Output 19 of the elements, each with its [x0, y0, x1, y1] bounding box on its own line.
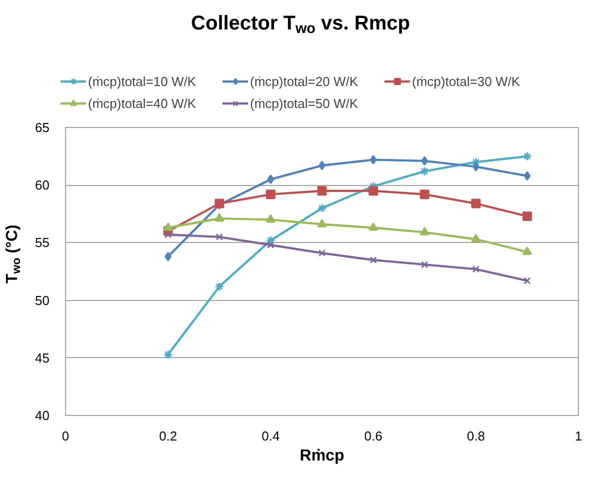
y-tick-label: 45: [35, 350, 50, 366]
x-tick-label: 0.2: [159, 428, 178, 444]
x-axis-title: Rṁcp: [300, 448, 344, 464]
legend-label: (ṁcp)total=20 W/K: [250, 73, 360, 89]
x-tick-label: 0.4: [262, 428, 280, 444]
y-tick-label: 50: [35, 292, 50, 308]
y-tick-label: 40: [35, 408, 50, 423]
x-tick-label: 0.8: [466, 428, 485, 444]
y-tick-label: 55: [35, 235, 50, 250]
legend-label: (ṁcp)total=10 W/K: [88, 73, 198, 89]
x-tick-label: 0: [62, 428, 70, 444]
x-tick-label: 0.6: [364, 428, 382, 444]
legend-label: (ṁcp)total=40 W/K: [88, 95, 198, 111]
y-tick-label: 60: [35, 178, 50, 193]
x-tick-label: 1: [574, 428, 582, 444]
y-axis-title: Two (°C): [4, 224, 23, 284]
legend-label: (ṁcp)total=30 W/K: [412, 73, 522, 89]
legend-label: (ṁcp)total=50 W/K: [250, 95, 360, 111]
y-tick-label: 65: [35, 120, 50, 135]
